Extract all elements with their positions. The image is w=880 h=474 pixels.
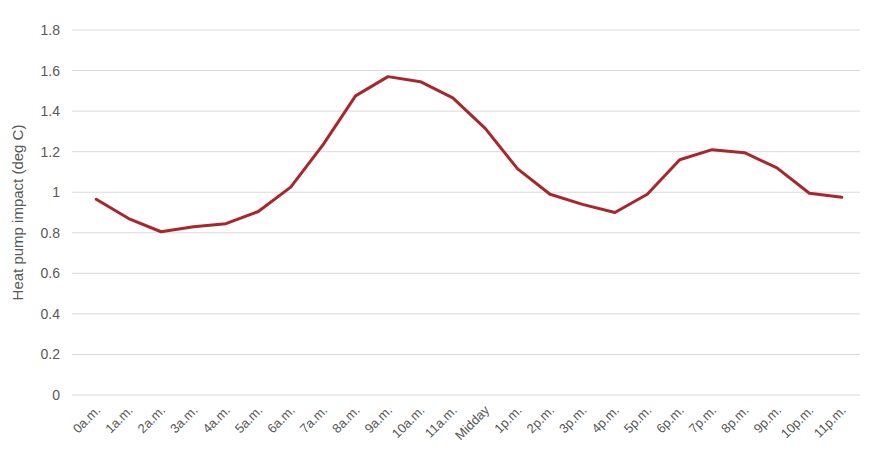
grid-line (72, 313, 860, 314)
grid-line (72, 273, 860, 274)
grid-line (72, 70, 860, 71)
x-tick-label: 3a.m. (167, 403, 201, 437)
x-tick-label: 2p.m. (524, 403, 558, 437)
x-tick-label: 8a.m. (329, 403, 363, 437)
x-tick-label: 0a.m. (70, 403, 104, 437)
y-tick-label: 1.4 (41, 103, 61, 119)
y-tick-label: 0.4 (41, 306, 61, 322)
x-tick-label: 7a.m. (297, 403, 331, 437)
x-tick-label: 4a.m. (199, 403, 233, 437)
y-tick-label: 0 (52, 387, 60, 403)
y-tick-label: 1.2 (41, 144, 61, 160)
x-tick-label: 10p.m. (778, 403, 817, 442)
x-tick-label: 4p.m. (588, 403, 622, 437)
x-tick-label: 1p.m. (491, 403, 525, 437)
y-tick-label: 0.2 (41, 346, 61, 362)
grid-line (72, 30, 860, 31)
data-line (96, 77, 842, 232)
x-tick-label: 10a.m. (389, 403, 428, 442)
y-axis-label: Heat pump impact (deg C) (9, 125, 26, 301)
y-tick-label: 0.6 (41, 265, 61, 281)
y-tick-label: 1.8 (41, 22, 61, 38)
grid-line (72, 192, 860, 193)
grid-line (72, 354, 860, 355)
plot-area (96, 77, 842, 232)
grid-line (72, 232, 860, 233)
x-tick-label: 6a.m. (264, 403, 298, 437)
y-tick-label: 0.8 (41, 225, 61, 241)
x-tick-label: Midday (452, 402, 493, 443)
chart: 0 0.2 0.4 0.6 0.8 1 1.2 1.4 1.6 1.8 Heat pump impa… (0, 0, 880, 474)
x-tick-label: 3p.m. (556, 403, 590, 437)
grid-line (72, 395, 860, 396)
y-tick-label: 1 (52, 184, 60, 200)
x-tick-label: 1a.m. (102, 403, 136, 437)
x-tick-label: 5a.m. (232, 403, 266, 437)
x-tick-label: 6p.m. (653, 403, 687, 437)
x-tick-label: 7p.m. (686, 403, 720, 437)
x-tick-label: 11p.m. (811, 403, 849, 441)
y-tick-label: 1.6 (41, 63, 61, 79)
x-tick-label: 5p.m. (621, 403, 655, 437)
x-tick-label: 2a.m. (135, 403, 169, 437)
x-tick-label: 8p.m. (718, 403, 752, 437)
